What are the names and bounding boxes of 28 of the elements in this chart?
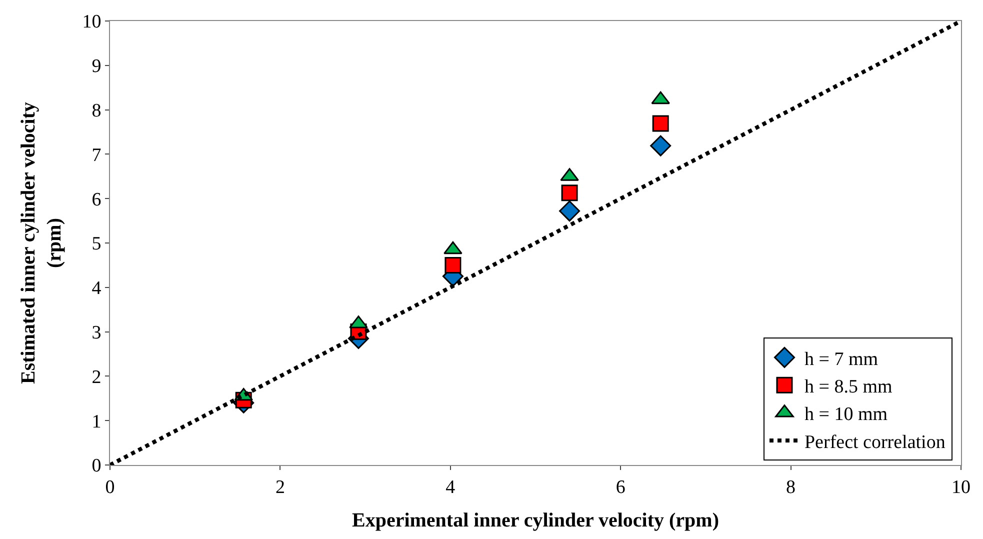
x-tick-label: 2: [275, 476, 285, 498]
x-tick-label: 4: [446, 476, 456, 498]
y-axis-title: Estimated inner cylinder velocity (rpm): [18, 102, 66, 384]
legend-label: h = 7 mm: [804, 348, 878, 370]
y-tick-label: 4: [92, 278, 102, 300]
y-tick-label: 1: [92, 411, 102, 432]
y-tick-label: 8: [92, 100, 102, 122]
x-tick-label: 0: [105, 476, 115, 498]
point: [650, 135, 672, 156]
legend-label: h = 8.5 mm: [804, 376, 892, 398]
y-tick-label: 0: [92, 456, 102, 477]
y-tick-label: 2: [92, 366, 102, 388]
y-tick-label: 7: [92, 144, 102, 166]
legend-label: Perfect correlation: [804, 432, 946, 453]
y-tick-label: 10: [82, 12, 102, 33]
x-tick-label: 8: [786, 476, 796, 498]
x-tick-label: 10: [952, 476, 970, 498]
x-tick-label: 6: [616, 476, 626, 498]
y-tick-label: 6: [92, 189, 102, 210]
y-tick-label: 3: [92, 322, 102, 344]
point: [561, 184, 578, 202]
legend-label: h = 10 mm: [804, 404, 888, 426]
y-tick-label: 9: [92, 56, 102, 78]
point: [444, 256, 462, 274]
x-axis-title: Experimental inner cylinder velocity (rpm): [352, 509, 719, 532]
y-tick-label: 5: [92, 234, 102, 255]
point: [559, 200, 580, 222]
point: [652, 115, 669, 132]
